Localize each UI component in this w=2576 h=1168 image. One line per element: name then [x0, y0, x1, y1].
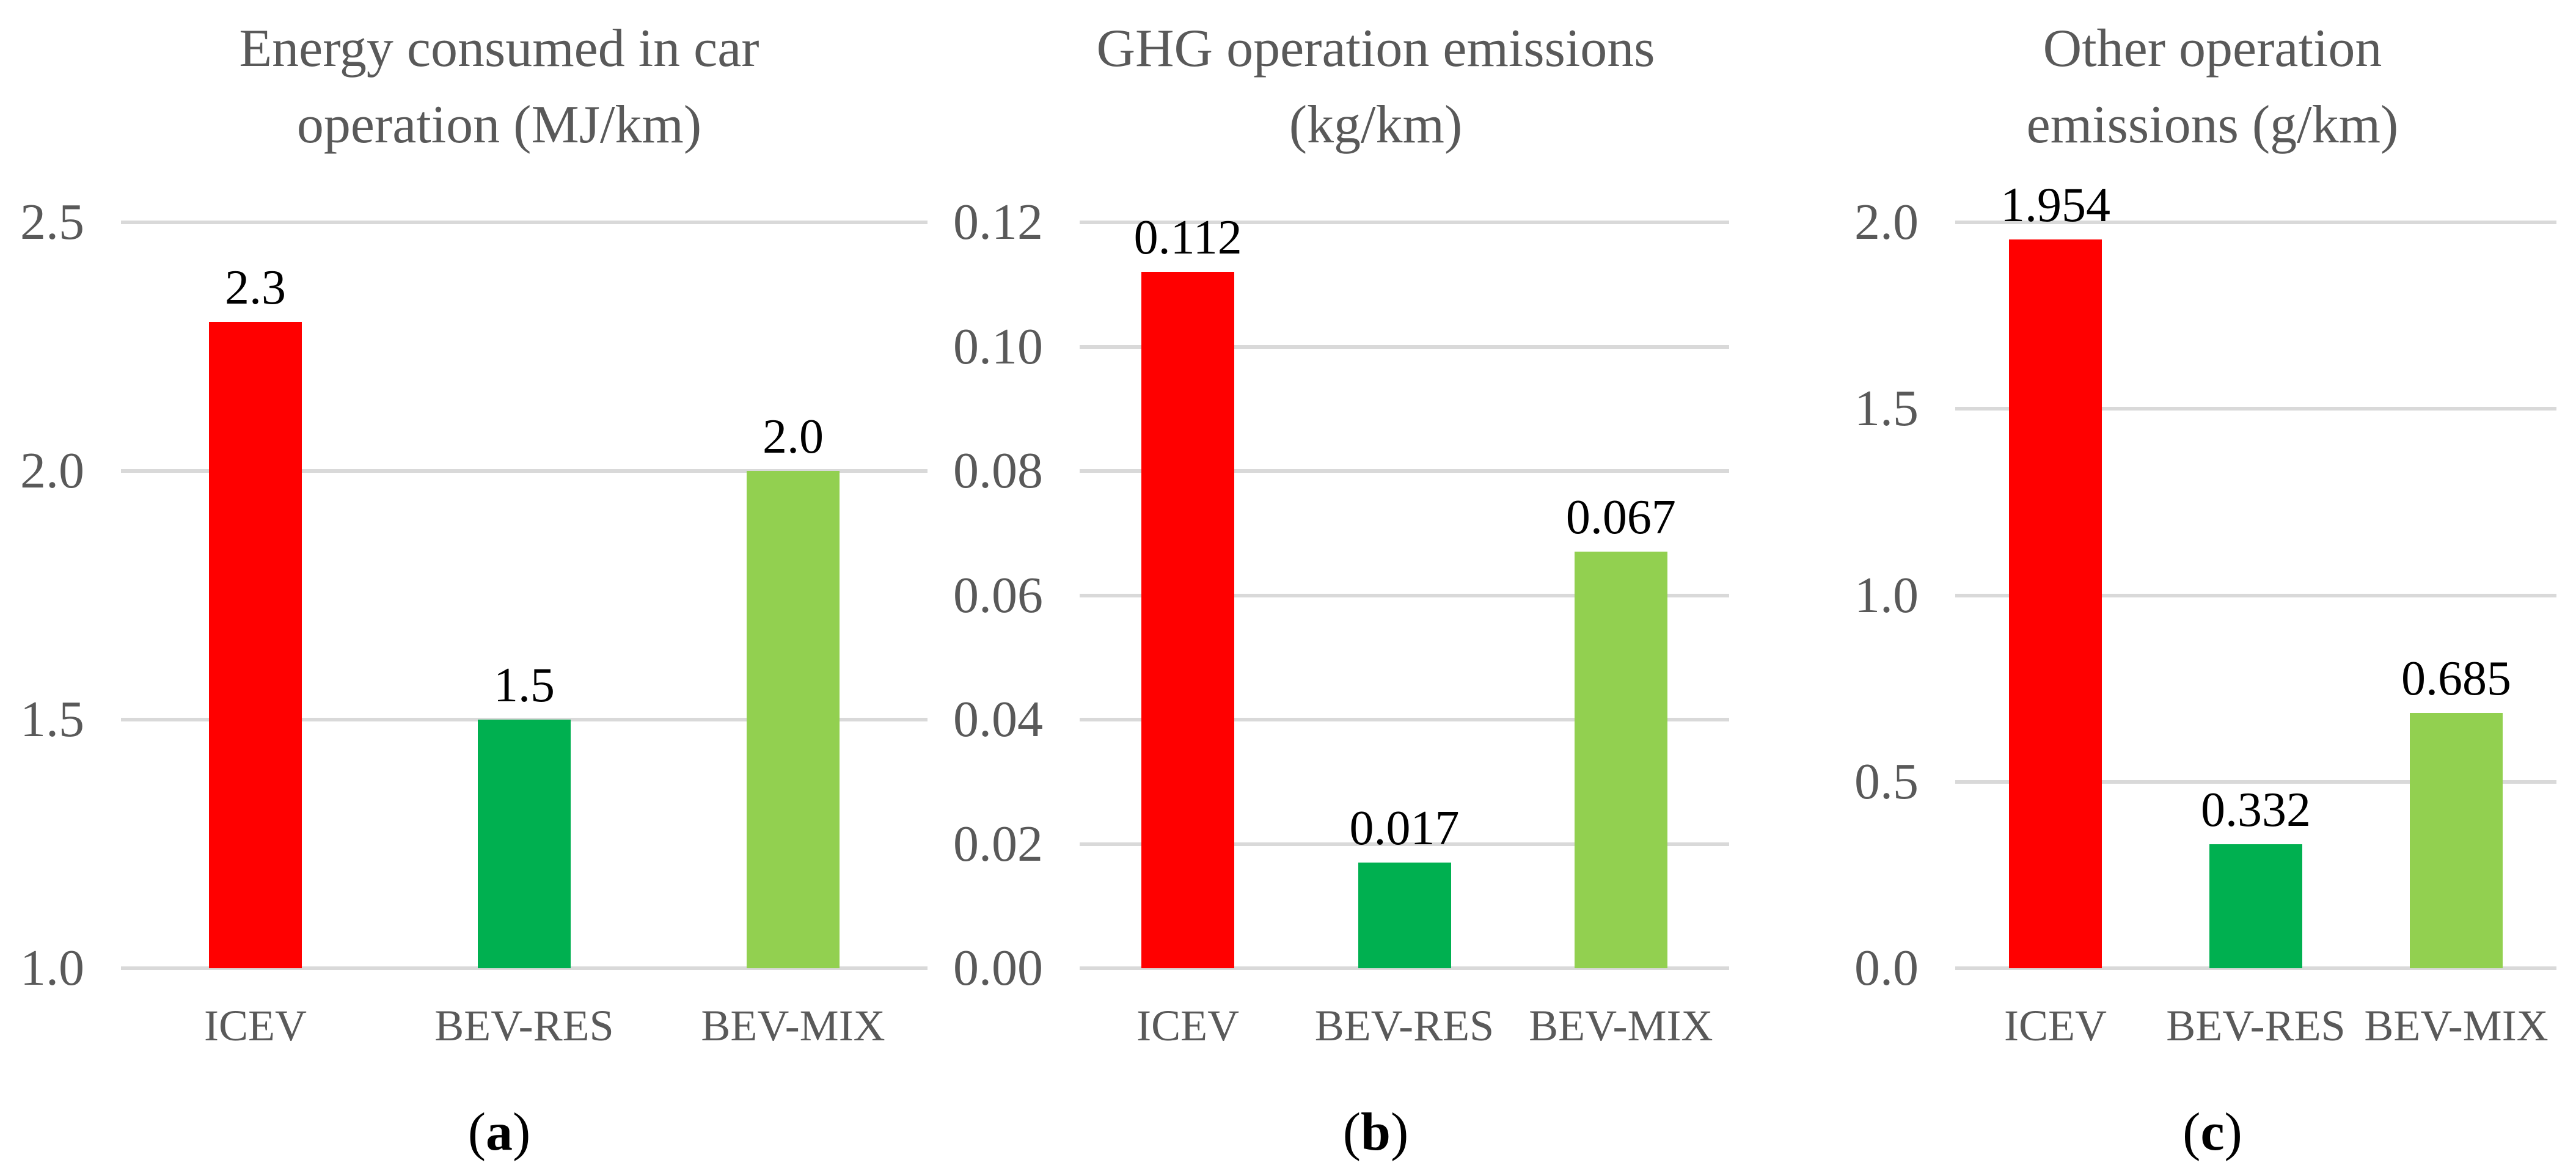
- y-axis-tick-label: 2.0: [20, 442, 84, 499]
- chart-title-line: GHG operation emissions: [1096, 19, 1655, 78]
- y-axis-tick-label: 0.12: [953, 194, 1043, 250]
- y-axis-tick-label: 0.0: [1854, 940, 1919, 996]
- gridline: [1955, 593, 2556, 597]
- caption-close-paren: ): [2224, 1103, 2242, 1162]
- caption-open-paren: (: [467, 1103, 486, 1162]
- bar-value-label: 2.3: [225, 260, 286, 315]
- bar-bev-mix: [747, 471, 840, 968]
- y-axis-tick-label: 0.08: [953, 442, 1043, 499]
- x-axis-category-label: ICEV: [2004, 1001, 2107, 1050]
- caption-open-paren: (: [2183, 1103, 2201, 1162]
- y-axis-tick-label: 2.0: [1854, 194, 1919, 250]
- chart-title-line: operation (MJ/km): [296, 95, 702, 155]
- chart-panel-b: GHG operation emissions (kg/km) 0.12 0.10…: [938, 0, 1743, 1168]
- bar-value-label: 0.332: [2201, 783, 2311, 838]
- bar-value-label: 0.017: [1349, 801, 1460, 856]
- x-axis-category-label: BEV-MIX: [701, 1001, 885, 1050]
- bar-value-label: 0.112: [1133, 211, 1242, 265]
- gridline: [121, 966, 928, 970]
- chart-panel-c: Other operation emissions (g/km) 2.0 1.5 1…: [1743, 0, 2576, 1168]
- chart-title-line: Other operation: [2043, 19, 2382, 78]
- y-axis-tick-label: 1.5: [20, 691, 84, 748]
- y-axis-tick-label: 0.10: [953, 318, 1043, 375]
- x-axis-category-label: BEV-RES: [434, 1001, 614, 1050]
- chart-title: GHG operation emissions (kg/km): [1009, 11, 1743, 164]
- gridline: [1955, 221, 2556, 224]
- y-axis-tick-label: 0.5: [1854, 753, 1919, 810]
- gridline: [1080, 842, 1729, 846]
- y-axis-tick-label: 0.06: [953, 566, 1043, 624]
- x-axis-category-label: BEV-MIX: [1529, 1001, 1713, 1050]
- bar-icev: [2008, 239, 2102, 968]
- panel-caption: (b): [1009, 1101, 1743, 1163]
- bar-value-label: 0.685: [2401, 651, 2511, 706]
- y-axis-tick-label: 0.04: [953, 691, 1043, 748]
- gridline: [1955, 779, 2556, 784]
- gridline: [1080, 593, 1729, 597]
- x-axis-category-label: BEV-MIX: [2364, 1001, 2549, 1050]
- gridline: [1080, 221, 1729, 224]
- gridline: [121, 221, 928, 224]
- gridline: [1955, 407, 2556, 411]
- panel-caption: (c): [1849, 1101, 2576, 1163]
- panel-caption: (a): [60, 1101, 938, 1163]
- y-axis-tick-label: 1.0: [1854, 566, 1919, 624]
- bar-bev-mix: [2410, 712, 2503, 968]
- y-axis-tick-label: 0.02: [953, 815, 1043, 872]
- bar-value-label: 2.0: [763, 410, 824, 464]
- y-axis-tick-label: 1.0: [20, 940, 84, 996]
- caption-letter: a: [486, 1103, 513, 1162]
- bar-bev-mix: [1574, 552, 1667, 968]
- y-axis-tick-label: 0.00: [953, 940, 1043, 996]
- x-axis-category-label: ICEV: [204, 1001, 307, 1050]
- bar-bev-res: [2209, 844, 2302, 968]
- caption-close-paren: ): [513, 1103, 531, 1162]
- caption-letter: b: [1361, 1103, 1391, 1162]
- bar-icev: [1141, 272, 1235, 968]
- bar-value-label: 0.067: [1565, 491, 1676, 545]
- y-axis-tick-label: 1.5: [1854, 380, 1919, 437]
- caption-open-paren: (: [1342, 1103, 1361, 1162]
- plot-area: 2.5 2.0 1.5 1.0 2.3 ICEV 1.5 BEV-RES 2.0 BEV-MIX: [20, 197, 928, 1050]
- chart-title-line: Energy consumed in car: [239, 19, 759, 78]
- gridline: [1080, 966, 1729, 970]
- chart-title-line: emissions (g/km): [2026, 95, 2399, 155]
- gridline: [1955, 966, 2556, 970]
- bar-value-label: 1.954: [2000, 178, 2110, 233]
- y-axis-tick-label: 2.5: [20, 194, 84, 250]
- chart-title-line: (kg/km): [1289, 95, 1463, 155]
- x-axis-category-label: BEV-RES: [1314, 1001, 1495, 1050]
- gridline: [121, 469, 928, 473]
- plot-area: 2.0 1.5 1.0 0.5 0.0 1.954 ICEV 0.332 BEV-RES 0.68…: [1854, 180, 2556, 1050]
- bar-icev: [208, 321, 302, 968]
- x-axis-category-label: ICEV: [1136, 1001, 1240, 1050]
- chart-panel-a: Energy consumed in car operation (MJ/km)…: [0, 0, 938, 1168]
- x-axis-category-label: BEV-RES: [2166, 1001, 2346, 1050]
- bar-bev-res: [478, 720, 571, 968]
- caption-close-paren: ): [1390, 1103, 1409, 1162]
- gridline: [1080, 718, 1729, 721]
- gridline: [1080, 469, 1729, 473]
- chart-title: Energy consumed in car operation (MJ/km): [60, 11, 938, 164]
- caption-letter: c: [2200, 1103, 2225, 1162]
- bar-value-label: 1.5: [494, 659, 555, 713]
- chart-title: Other operation emissions (g/km): [1849, 11, 2576, 164]
- bar-bev-res: [1358, 863, 1451, 968]
- gridline: [1080, 345, 1729, 349]
- plot-area: 0.12 0.10 0.08 0.06 0.04 0.02 0.00 0.112 ICEV 0.0…: [953, 197, 1729, 1050]
